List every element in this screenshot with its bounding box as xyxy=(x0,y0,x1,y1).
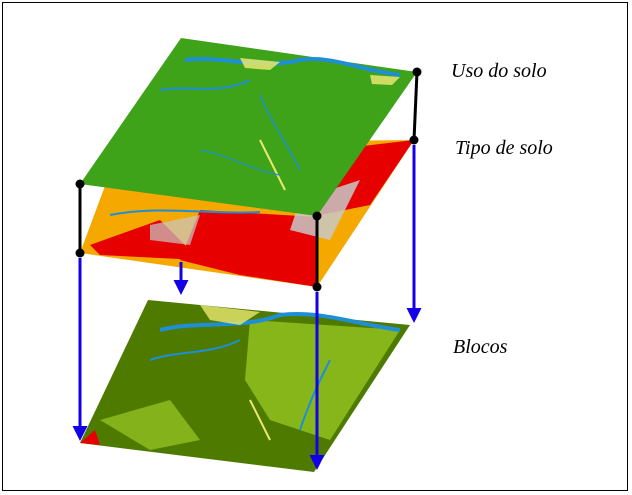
layer-label-blocos: Blocos xyxy=(453,336,508,358)
layer-label-tipo-de-solo: Tipo de solo xyxy=(455,137,553,159)
layer-uso-do-solo xyxy=(80,38,417,216)
layer-label-uso-do-solo: Uso do solo xyxy=(451,60,547,82)
corner-dots xyxy=(75,67,422,292)
projection-arrows xyxy=(72,145,422,470)
layer-blocos xyxy=(80,300,410,472)
layer-connectors xyxy=(78,71,419,287)
